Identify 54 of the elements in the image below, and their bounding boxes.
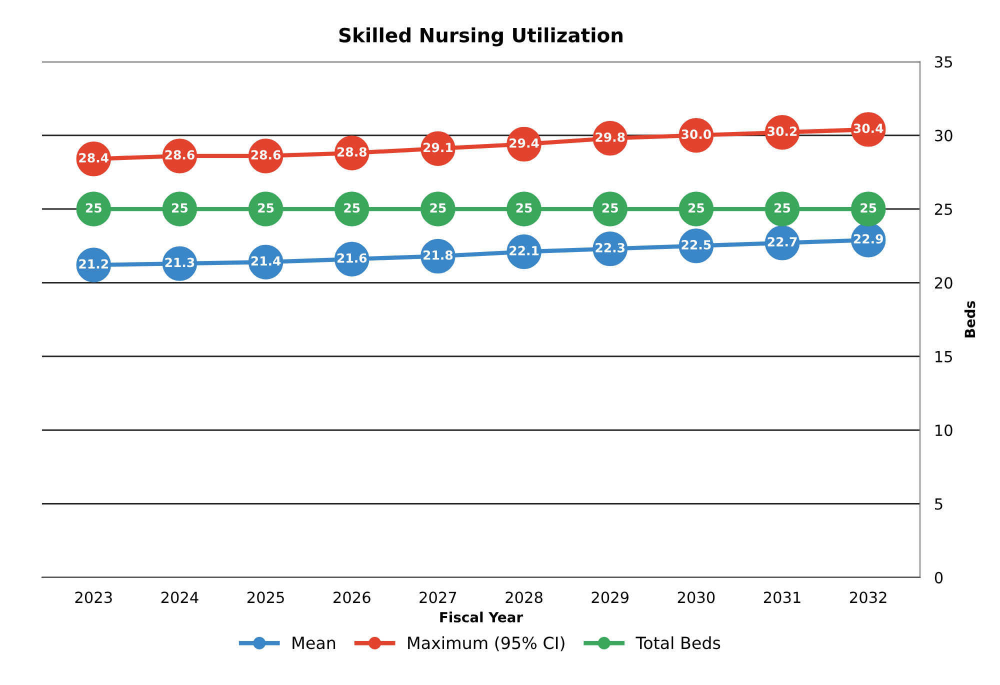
data-label: 21.6: [337, 253, 367, 263]
y2-tick-label: 15: [936, 351, 952, 362]
data-label: 25: [774, 203, 790, 213]
data-label: 25: [516, 203, 532, 213]
x-axis-title: Fiscal Year: [440, 612, 524, 622]
y2-tick-label: 20: [935, 277, 952, 289]
x-tick-label: 2028: [506, 592, 542, 604]
data-label: 29.4: [510, 138, 539, 148]
x-tick-label: 2031: [764, 592, 800, 604]
x-tick-label: 2032: [850, 592, 886, 604]
data-label: 25: [688, 203, 704, 213]
data-label: 29.1: [424, 142, 453, 152]
data-label: 29.8: [596, 132, 625, 142]
data-label: 30.4: [854, 124, 884, 134]
data-label: 30.0: [682, 130, 712, 139]
x-tick-label: 2023: [75, 592, 112, 604]
data-label: 25: [860, 203, 876, 213]
data-label: 28.4: [79, 153, 108, 163]
data-label: 21.3: [165, 258, 194, 268]
data-label: 28.6: [251, 150, 281, 160]
data-label: 25: [430, 203, 446, 213]
data-label: 25: [344, 203, 360, 213]
data-label: 22.7: [768, 237, 797, 246]
y2-tick-label: 0: [934, 572, 943, 584]
data-label: 22.9: [854, 234, 883, 244]
legend-label: Mean: [292, 636, 336, 650]
data-label: 21.4: [251, 256, 281, 266]
x-tick-label: 2027: [420, 592, 456, 604]
y2-tick-label: 35: [935, 56, 952, 68]
data-label: 25: [258, 203, 274, 213]
x-tick-label: 2026: [334, 592, 370, 604]
y2-tick-label: 5: [935, 498, 942, 510]
data-label: 25: [86, 203, 102, 213]
data-label: 25: [172, 203, 188, 213]
data-label: 22.3: [596, 242, 625, 252]
data-label: 22.1: [510, 246, 539, 256]
y2-axis-title: Beds: [964, 301, 976, 338]
legend-label: Maximum (95% CI): [408, 636, 564, 652]
chart-title: Skilled Nursing Utilization: [339, 27, 622, 46]
y2-tick-label: 30: [935, 130, 952, 142]
x-tick-label: 2024: [161, 592, 198, 604]
data-label: 28.6: [165, 150, 194, 160]
data-label: 22.5: [682, 240, 711, 250]
data-label: 21.8: [424, 250, 453, 260]
x-tick-label: 2030: [678, 592, 715, 604]
data-label: 21.2: [79, 259, 108, 268]
y2-tick-label: 25: [935, 203, 952, 216]
legend-label: Total Beds: [636, 636, 720, 650]
data-label: 30.2: [768, 126, 797, 136]
data-label: 28.8: [337, 147, 367, 157]
x-tick-label: 2029: [592, 592, 628, 604]
x-tick-label: 2025: [247, 592, 284, 604]
y2-tick-label: 10: [936, 424, 952, 436]
data-label: 25: [602, 203, 618, 213]
